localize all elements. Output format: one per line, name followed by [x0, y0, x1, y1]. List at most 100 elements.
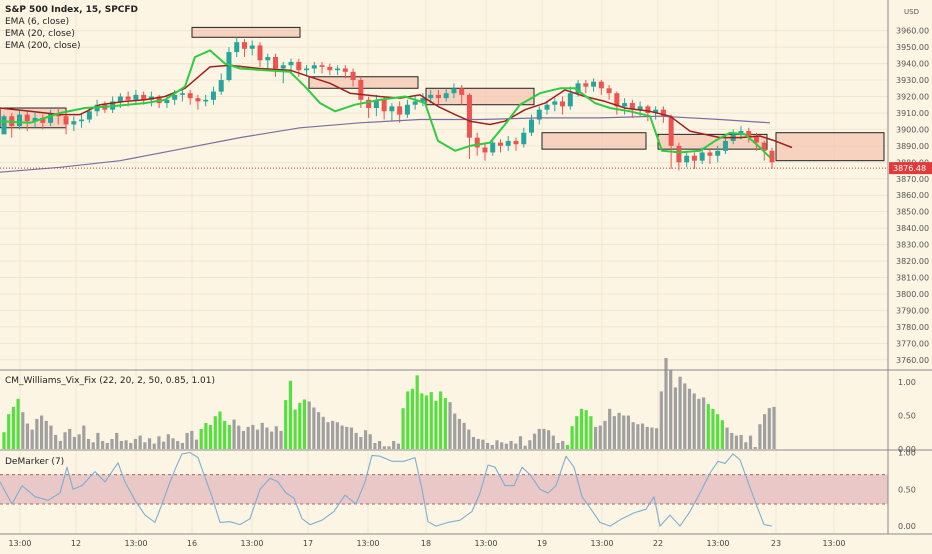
- vix-bar: [683, 383, 687, 449]
- candle-body: [226, 52, 232, 81]
- vix-bar: [387, 446, 391, 449]
- vix-bar: [82, 425, 86, 449]
- vix-bar: [2, 432, 6, 449]
- vix-bar: [551, 435, 555, 449]
- price-tick-label: 3920.00: [896, 93, 929, 102]
- vix-bar: [575, 416, 579, 449]
- vix-bar: [260, 422, 264, 449]
- vix-bar: [650, 427, 654, 449]
- vix-bar: [237, 425, 241, 449]
- candle-body: [404, 104, 410, 115]
- vix-bar: [270, 431, 274, 449]
- vix-bar: [490, 444, 494, 449]
- candle-body: [172, 94, 178, 100]
- vix-bar: [734, 435, 739, 449]
- vix-title[interactable]: CM_Williams_Vix_Fix (22, 20, 2, 50, 0.85…: [5, 376, 216, 386]
- vix-bar: [697, 398, 701, 449]
- vix-bar: [701, 397, 706, 449]
- candle-body: [552, 101, 558, 105]
- vix-bar: [485, 442, 490, 449]
- annotation-box[interactable]: [308, 76, 419, 89]
- candle-body: [335, 68, 341, 71]
- legend-ema20[interactable]: EMA (20, close): [5, 29, 75, 39]
- vix-bar: [692, 393, 696, 449]
- candle-body: [490, 142, 496, 153]
- vix-bar: [274, 426, 278, 449]
- time-tick-label: 13:00: [8, 539, 31, 548]
- candle-body: [342, 68, 348, 72]
- candle-body: [699, 152, 705, 161]
- demarker-title[interactable]: DeMarker (7): [5, 457, 65, 467]
- demarker-tick-label: 1.00: [898, 448, 916, 457]
- vix-bar: [105, 442, 109, 449]
- candle-body: [133, 94, 139, 100]
- vix-bar: [63, 432, 67, 449]
- vix-tick-label: 0.50: [898, 412, 916, 421]
- vix-bar: [753, 446, 757, 449]
- price-axis[interactable]: 3960.00 3950.00 3940.00 3930.00 3920.00 3910.…: [0, 0, 932, 535]
- candle-body: [117, 96, 123, 102]
- vix-bar: [716, 414, 720, 449]
- time-axis[interactable]: 13:00 12 13:00 16 13:00 17 13:00 18 13:00 19 13:00…: [8, 539, 845, 548]
- candle-body: [567, 93, 573, 107]
- vix-tick-label: 0.00: [898, 445, 916, 454]
- candle-body: [273, 57, 279, 69]
- candle-body: [179, 93, 185, 95]
- vix-bar: [204, 422, 208, 449]
- candle-body: [575, 83, 581, 94]
- price-tick-label: 3870.00: [896, 175, 929, 184]
- candle-body: [684, 155, 690, 163]
- vix-bar: [241, 430, 246, 449]
- candle-body: [653, 109, 659, 113]
- price-tick-label: 3800.00: [896, 290, 929, 299]
- demarker-tick-label: 0.00: [898, 522, 916, 531]
- vix-bar: [514, 443, 518, 449]
- vix-bar: [706, 404, 710, 449]
- vix-bar: [115, 432, 119, 449]
- vix-bar: [302, 399, 307, 449]
- vix-bar: [415, 375, 419, 449]
- candle-body: [40, 117, 46, 123]
- candle-body: [350, 71, 356, 81]
- legend-ema200[interactable]: EMA (200, close): [5, 41, 81, 51]
- annotation-box[interactable]: [191, 26, 301, 38]
- vix-bar: [434, 400, 438, 449]
- candle-body: [311, 65, 317, 69]
- candle-body: [668, 116, 674, 146]
- vix-bar: [96, 432, 100, 449]
- vix-bar: [636, 424, 640, 449]
- vix-bar: [645, 426, 649, 449]
- annotation-box[interactable]: [541, 132, 647, 150]
- time-tick-label: 19: [537, 539, 547, 548]
- candle-body: [218, 80, 224, 92]
- main-legend: S&P 500 Index, 15, SPCFD EMA (6, close) …: [5, 4, 138, 52]
- price-tick-label: 3850.00: [896, 208, 929, 217]
- candle-body: [319, 65, 325, 67]
- vix-bar: [288, 380, 293, 449]
- vix-bar: [589, 416, 593, 449]
- vix-bar: [523, 445, 527, 449]
- candle-body: [629, 103, 635, 110]
- vix-bar: [39, 415, 44, 449]
- candle-body: [32, 117, 38, 122]
- candle-body: [637, 106, 643, 110]
- vix-bar: [518, 436, 523, 449]
- price-tick-label: 3900.00: [896, 125, 929, 134]
- price-tick-label: 3890.00: [896, 142, 929, 151]
- candle-body: [389, 106, 395, 112]
- symbol-title[interactable]: S&P 500 Index, 15, SPCFD: [5, 5, 139, 15]
- annotation-box[interactable]: [775, 132, 885, 162]
- candle-body: [280, 65, 286, 69]
- vix-bar: [373, 442, 377, 449]
- time-tick-label: 13:00: [590, 539, 613, 548]
- vix-bar: [617, 412, 621, 449]
- legend-ema6[interactable]: EMA (6, close): [5, 17, 70, 27]
- annotation-box[interactable]: [425, 87, 535, 106]
- candle-body: [645, 106, 651, 113]
- demarker-band-layer: [0, 474, 888, 505]
- candle-body: [358, 80, 364, 100]
- price-tick-label: 3940.00: [896, 60, 929, 69]
- price-tick-label: 3860.00: [896, 191, 929, 200]
- candle-body: [722, 140, 728, 151]
